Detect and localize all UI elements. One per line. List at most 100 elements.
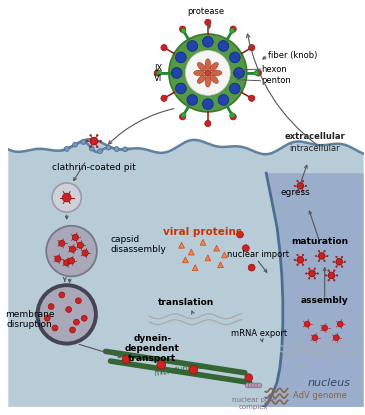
Circle shape	[245, 383, 250, 388]
Polygon shape	[182, 257, 188, 263]
Text: capsid
disassembly: capsid disassembly	[111, 234, 166, 254]
Circle shape	[154, 70, 160, 76]
Circle shape	[187, 95, 197, 105]
Circle shape	[319, 253, 325, 259]
Circle shape	[55, 256, 61, 262]
Circle shape	[76, 298, 81, 304]
Circle shape	[66, 307, 72, 312]
Circle shape	[306, 273, 307, 274]
Circle shape	[308, 268, 310, 269]
Circle shape	[157, 360, 166, 369]
Circle shape	[230, 114, 236, 120]
Circle shape	[187, 41, 197, 51]
Circle shape	[251, 383, 256, 388]
Circle shape	[318, 260, 320, 261]
Circle shape	[297, 264, 298, 266]
Circle shape	[181, 28, 186, 33]
Circle shape	[62, 193, 71, 202]
Circle shape	[334, 270, 335, 271]
Circle shape	[297, 254, 298, 256]
Circle shape	[77, 242, 84, 248]
Ellipse shape	[210, 63, 218, 71]
Text: nuclear pore
complex: nuclear pore complex	[231, 397, 276, 410]
Text: maturation: maturation	[291, 237, 348, 246]
Text: hexon: hexon	[261, 65, 287, 73]
Circle shape	[333, 261, 334, 263]
Circle shape	[123, 147, 127, 152]
Circle shape	[305, 185, 307, 187]
Circle shape	[257, 383, 262, 388]
Circle shape	[344, 261, 346, 263]
Polygon shape	[222, 252, 227, 258]
Text: AdV genome: AdV genome	[292, 391, 346, 400]
Circle shape	[96, 146, 98, 148]
Circle shape	[230, 83, 240, 94]
Circle shape	[44, 315, 50, 321]
Circle shape	[249, 95, 255, 101]
Circle shape	[205, 70, 211, 76]
Text: protease: protease	[187, 7, 224, 17]
Circle shape	[69, 258, 75, 264]
Circle shape	[87, 140, 88, 142]
Text: egress: egress	[281, 188, 310, 197]
Text: clathrin-coated pit: clathrin-coated pit	[52, 164, 136, 173]
Circle shape	[334, 280, 335, 281]
Circle shape	[161, 95, 167, 101]
Circle shape	[314, 268, 316, 269]
Circle shape	[98, 149, 103, 154]
Circle shape	[106, 145, 111, 150]
Circle shape	[59, 292, 65, 298]
Circle shape	[90, 146, 92, 148]
Text: intracellular: intracellular	[289, 144, 340, 154]
Circle shape	[64, 146, 69, 151]
Circle shape	[254, 71, 259, 76]
Circle shape	[328, 270, 330, 271]
Circle shape	[230, 26, 236, 32]
Circle shape	[317, 273, 318, 274]
Circle shape	[46, 226, 97, 276]
Text: dynein-
dependent
transport: dynein- dependent transport	[125, 334, 180, 364]
Circle shape	[203, 37, 213, 47]
Circle shape	[302, 254, 304, 256]
Circle shape	[318, 250, 320, 252]
Circle shape	[176, 52, 186, 63]
Circle shape	[48, 304, 54, 310]
Circle shape	[72, 234, 78, 241]
Ellipse shape	[197, 63, 206, 71]
Text: nuclear import: nuclear import	[227, 249, 289, 259]
Ellipse shape	[205, 76, 211, 87]
Circle shape	[169, 34, 247, 112]
Circle shape	[248, 383, 253, 388]
Polygon shape	[178, 242, 184, 248]
Text: translation: translation	[158, 298, 215, 307]
Polygon shape	[188, 249, 194, 255]
Circle shape	[69, 246, 76, 252]
Circle shape	[336, 256, 337, 258]
Circle shape	[218, 95, 229, 105]
Ellipse shape	[205, 59, 211, 70]
Circle shape	[237, 231, 243, 238]
Circle shape	[100, 140, 101, 142]
Text: extracellular: extracellular	[285, 132, 345, 141]
Circle shape	[336, 266, 337, 267]
Text: membrane
disruption: membrane disruption	[5, 310, 54, 329]
Circle shape	[70, 327, 76, 333]
Circle shape	[324, 250, 325, 252]
Circle shape	[234, 68, 244, 78]
Ellipse shape	[211, 70, 222, 76]
Circle shape	[312, 335, 318, 341]
Circle shape	[90, 134, 92, 136]
Ellipse shape	[197, 75, 206, 83]
Circle shape	[89, 146, 94, 151]
Circle shape	[294, 185, 295, 187]
Text: penton: penton	[261, 76, 291, 85]
Circle shape	[203, 99, 213, 110]
Polygon shape	[8, 139, 364, 407]
Circle shape	[96, 134, 98, 136]
Circle shape	[245, 374, 253, 381]
Circle shape	[176, 83, 186, 94]
Circle shape	[81, 139, 86, 144]
Circle shape	[302, 264, 304, 266]
Circle shape	[255, 70, 262, 76]
Circle shape	[114, 146, 119, 151]
